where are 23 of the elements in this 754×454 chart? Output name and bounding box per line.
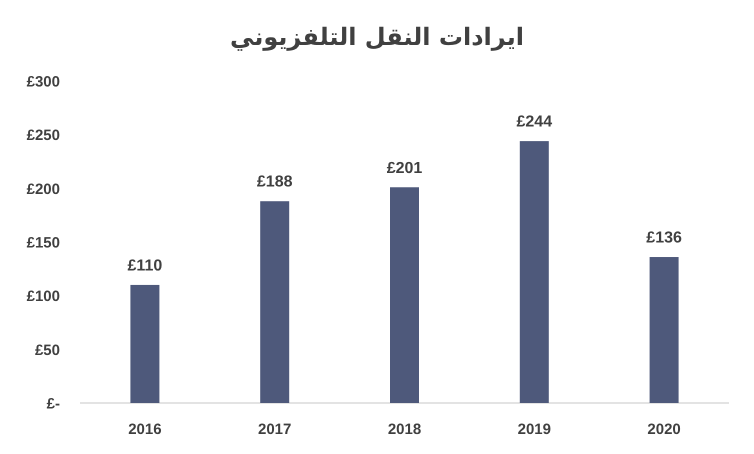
data-label: £136	[646, 230, 682, 247]
y-tick-label: £300	[26, 74, 60, 90]
bar	[130, 284, 160, 403]
data-label: £110	[128, 257, 162, 274]
data-label: £244	[516, 114, 552, 131]
bar	[520, 141, 549, 403]
bar	[390, 187, 419, 403]
x-tick-label: 2019	[518, 421, 551, 438]
x-tick-label: 2020	[647, 421, 681, 438]
y-tick-label: £200	[26, 180, 60, 198]
y-tick-label: £100	[26, 288, 60, 306]
chart-title: ايرادات النقل التلفزيوني	[230, 23, 524, 51]
x-tick-label: 2018	[388, 421, 422, 438]
y-tick-label: £250	[26, 127, 60, 144]
bar	[650, 257, 679, 403]
y-tick-label: £-	[46, 396, 60, 412]
y-tick-label: £150	[26, 234, 60, 252]
data-label: £188	[256, 174, 293, 191]
x-tick-label: 2016	[128, 421, 162, 438]
data-label: £201	[386, 160, 422, 177]
y-tick-label: £50	[34, 342, 60, 359]
x-tick-label: 2017	[258, 421, 292, 438]
bar	[260, 201, 290, 403]
